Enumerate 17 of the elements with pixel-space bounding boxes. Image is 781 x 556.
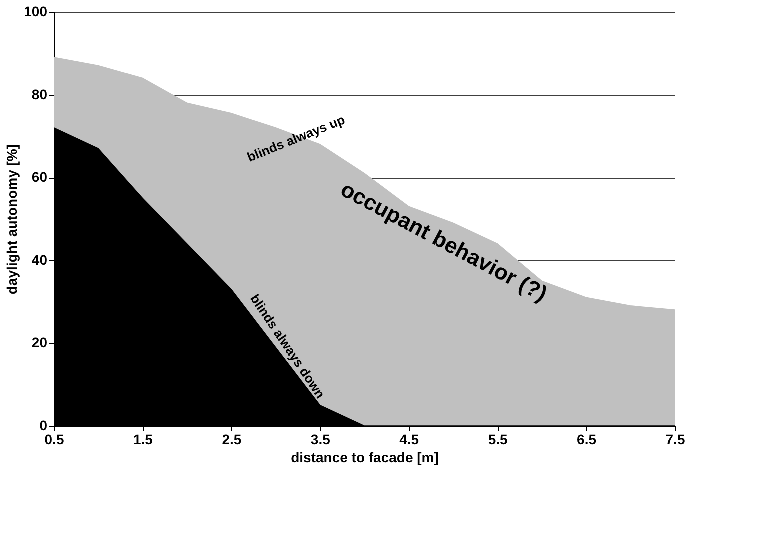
- y-tick-label: 100: [24, 4, 48, 20]
- y-tick-label: 20: [32, 334, 48, 351]
- x-tick-label: 4.5: [400, 432, 420, 448]
- x-tick-label: 0.5: [44, 432, 64, 448]
- series-label: blinds always up: [245, 112, 348, 165]
- x-tick-label: 3.5: [310, 432, 331, 448]
- x-tick-label: 7.5: [666, 432, 686, 448]
- y-tick-label: 80: [32, 86, 48, 102]
- y-tick-label: 40: [32, 252, 48, 268]
- x-tick-label: 5.5: [488, 432, 508, 448]
- y-axis-title: daylight autonomy [%]: [4, 144, 20, 295]
- y-tick-label: 60: [32, 169, 48, 186]
- x-tick-label: 6.5: [577, 432, 597, 448]
- x-axis-title: distance to facade [m]: [291, 450, 439, 466]
- y-tick-label: 0: [40, 418, 48, 434]
- x-tick-label: 1.5: [133, 432, 154, 448]
- x-tick-label: 2.5: [222, 432, 242, 448]
